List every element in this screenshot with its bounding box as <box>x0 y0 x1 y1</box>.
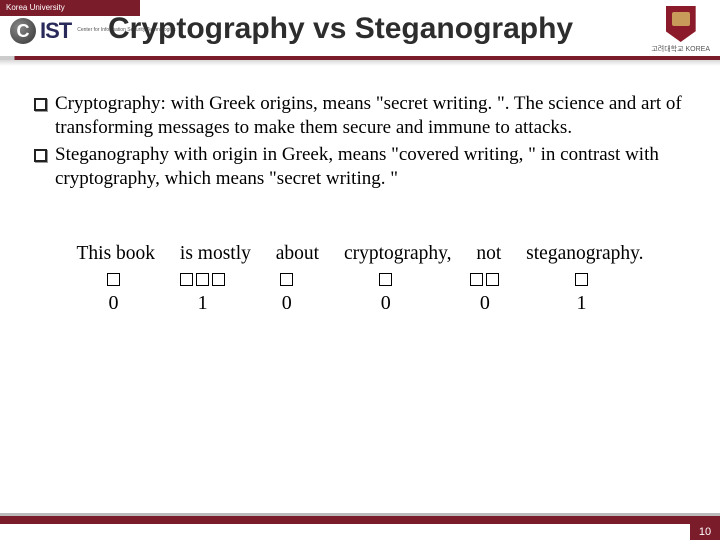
logo-ist-text: IST <box>40 18 71 44</box>
figure-digit: 0 <box>282 292 292 315</box>
box-row <box>379 273 392 286</box>
box-row <box>180 273 225 286</box>
university-name: 고려대학교 KOREA <box>651 44 710 54</box>
figure-word: about <box>276 243 319 265</box>
slide-content: Cryptography: with Greek origins, means … <box>0 68 720 315</box>
figure-word: steganography. <box>526 243 643 265</box>
figure-digit: 0 <box>480 292 490 315</box>
square-icon <box>379 273 392 286</box>
figure-group: 0 <box>257 273 317 315</box>
figure-boxes-row: 0 1 0 0 0 1 <box>73 273 648 315</box>
square-icon <box>486 273 499 286</box>
figure-digit: 1 <box>576 292 586 315</box>
steganography-figure: This book is mostly about cryptography, … <box>73 243 648 315</box>
footer-bar <box>0 516 720 524</box>
square-icon <box>196 273 209 286</box>
square-icon <box>280 273 293 286</box>
bullet-item: Cryptography: with Greek origins, means … <box>34 92 686 141</box>
bullet-icon <box>34 98 47 111</box>
square-icon <box>180 273 193 286</box>
bullet-icon <box>34 149 47 162</box>
figure-group: 1 <box>521 273 641 315</box>
figure-digit: 0 <box>109 292 119 315</box>
figure-digit: 1 <box>198 292 208 315</box>
slide-header: Korea University C IST Center for Inform… <box>0 0 720 68</box>
square-icon <box>470 273 483 286</box>
square-icon <box>575 273 588 286</box>
logo-c-mark: C <box>10 18 36 44</box>
box-row <box>280 273 293 286</box>
figure-word: This book <box>77 243 156 265</box>
figure-word: not <box>476 243 501 265</box>
figure-group: 1 <box>155 273 250 315</box>
figure-sentence: This book is mostly about cryptography, … <box>73 243 648 265</box>
shield-icon <box>666 6 696 42</box>
square-icon <box>212 273 225 286</box>
figure-word: cryptography, <box>344 243 452 265</box>
box-row <box>575 273 588 286</box>
bullet-item: Steganography with origin in Greek, mean… <box>34 143 686 192</box>
title-shadow <box>0 60 720 66</box>
figure-group: 0 <box>79 273 149 315</box>
page-number: 10 <box>690 524 720 540</box>
figure-group: 0 <box>455 273 515 315</box>
figure-group: 0 <box>323 273 448 315</box>
bullet-text: Cryptography: with Greek origins, means … <box>55 92 686 141</box>
figure-word: is mostly <box>180 243 251 265</box>
box-row <box>107 273 120 286</box>
slide-title: Cryptography vs Steganography <box>108 12 573 46</box>
box-row <box>470 273 499 286</box>
korea-university-logo: 고려대학교 KOREA <box>651 6 710 54</box>
bullet-text: Steganography with origin in Greek, mean… <box>55 143 686 192</box>
square-icon <box>107 273 120 286</box>
figure-digit: 0 <box>381 292 391 315</box>
